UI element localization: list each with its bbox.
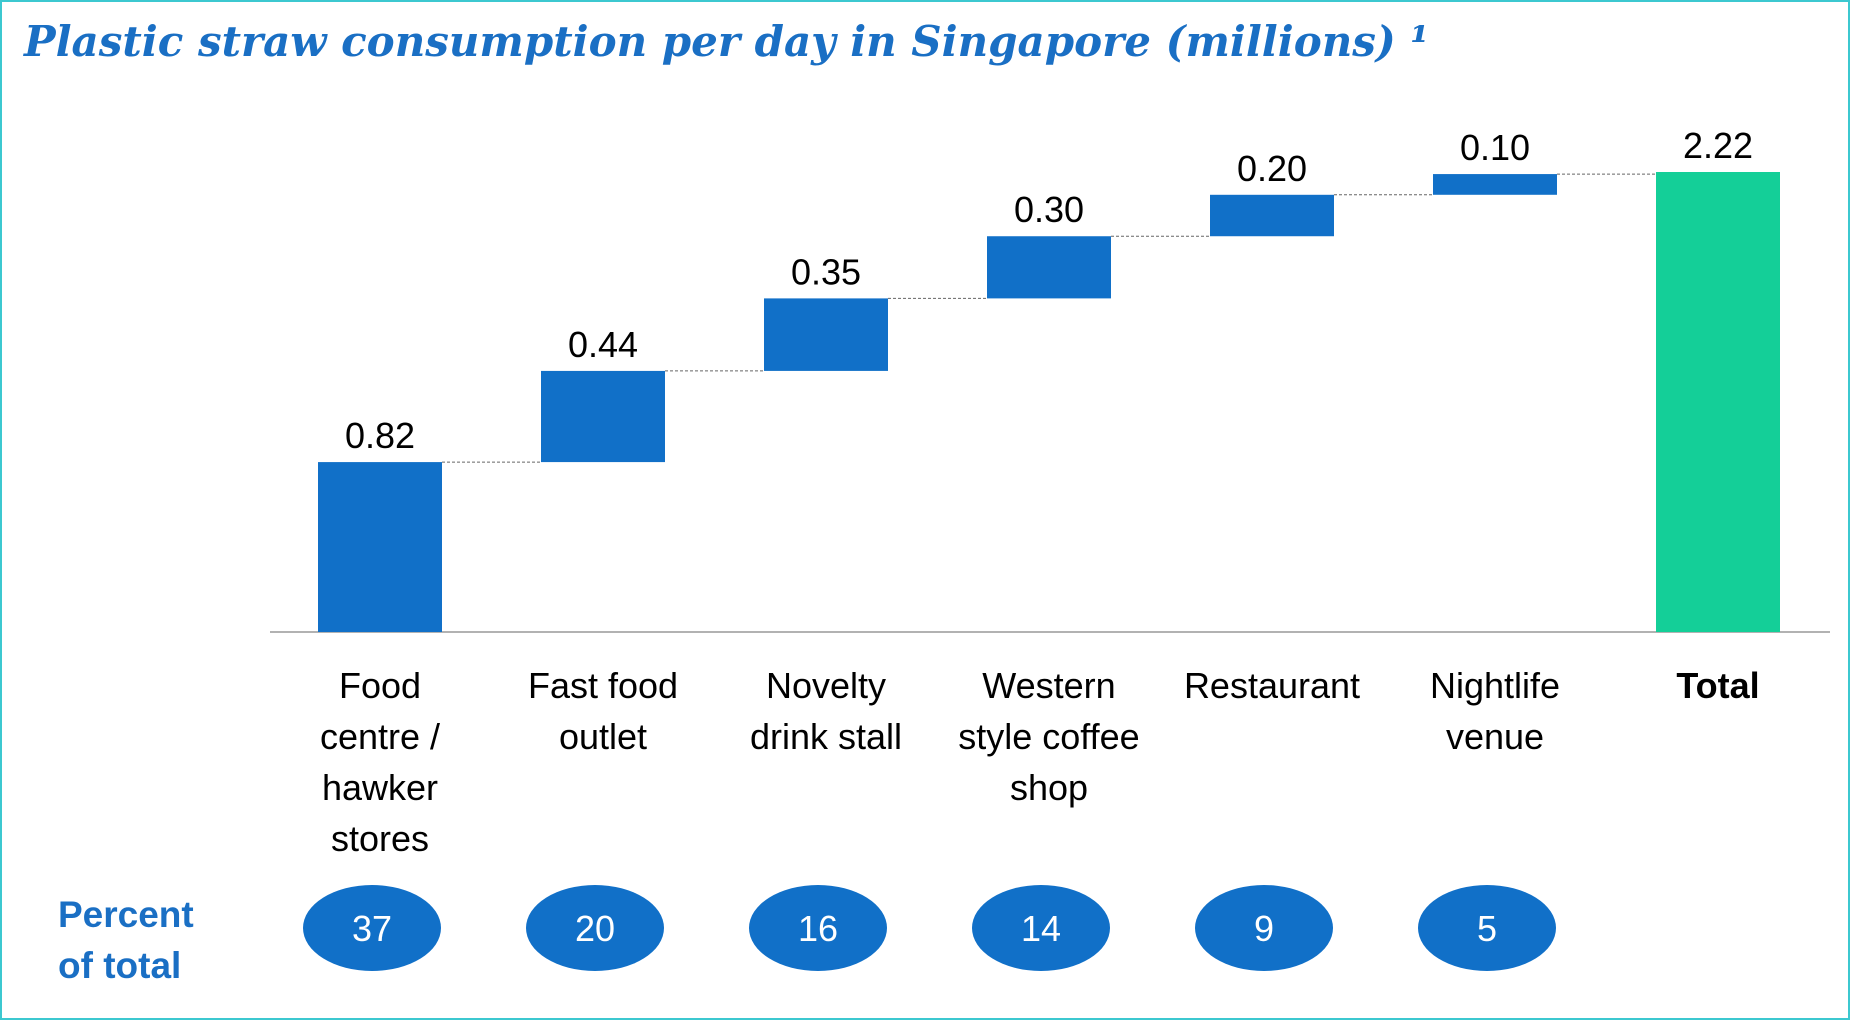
chart-title: Plastic straw consumption per day in Sin… bbox=[23, 17, 1429, 66]
bar bbox=[1433, 174, 1557, 195]
x-tick-label: Food centre / hawker stores bbox=[319, 665, 441, 859]
percent-label: 20 bbox=[575, 908, 615, 949]
bar bbox=[764, 298, 888, 371]
total-value-label: 2.22 bbox=[1683, 125, 1753, 166]
value-label: 0.10 bbox=[1460, 127, 1530, 168]
percent-bubble bbox=[749, 885, 887, 971]
percent-label: 9 bbox=[1254, 908, 1274, 949]
bar bbox=[1210, 194, 1334, 237]
percent-bubble bbox=[526, 885, 664, 971]
percent-label: 16 bbox=[798, 908, 838, 949]
value-label: 0.20 bbox=[1237, 148, 1307, 189]
bar bbox=[541, 370, 665, 463]
x-tick-label: Restaurant bbox=[1183, 665, 1361, 706]
x-tick-label: Western style coffee shop bbox=[958, 665, 1140, 808]
percent-bubble bbox=[303, 885, 441, 971]
percent-label: 37 bbox=[352, 908, 392, 949]
percent-bubble bbox=[1418, 885, 1556, 971]
x-tick-label: Fast food outlet bbox=[527, 665, 679, 757]
total-label: Total bbox=[1676, 665, 1760, 706]
bar bbox=[318, 462, 442, 632]
value-label: 0.35 bbox=[791, 251, 861, 292]
x-tick-label: Nightlife venue bbox=[1429, 665, 1561, 757]
percent-title: Percent of total bbox=[58, 894, 194, 986]
value-label: 0.30 bbox=[1014, 189, 1084, 230]
percent-label: 5 bbox=[1477, 908, 1497, 949]
x-tick-label: Novelty drink stall bbox=[749, 665, 903, 757]
value-label: 0.82 bbox=[345, 415, 415, 456]
percent-label: 14 bbox=[1021, 908, 1061, 949]
percent-bubble bbox=[972, 885, 1110, 971]
total-bar bbox=[1656, 172, 1780, 632]
percent-bubble bbox=[1195, 885, 1333, 971]
value-label: 0.44 bbox=[568, 324, 638, 365]
bar bbox=[987, 236, 1111, 299]
